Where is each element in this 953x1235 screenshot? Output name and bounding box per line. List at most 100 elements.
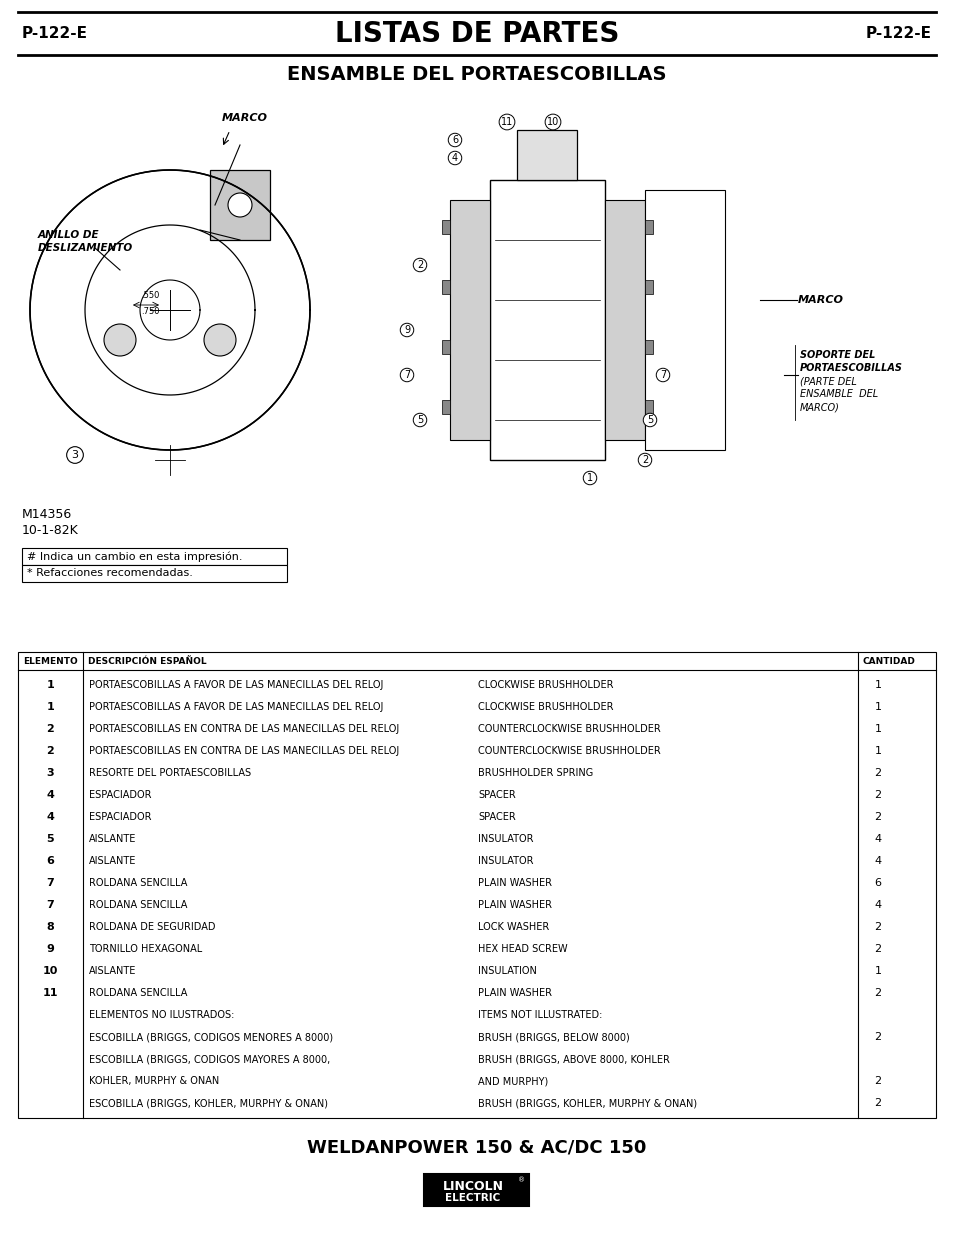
Text: 1: 1 [874, 746, 881, 756]
Text: P-122-E: P-122-E [22, 26, 88, 42]
Text: 2: 2 [47, 724, 54, 734]
Text: MARCO: MARCO [797, 295, 843, 305]
Text: ENSAMBLE DEL PORTAESCOBILLAS: ENSAMBLE DEL PORTAESCOBILLAS [287, 65, 666, 84]
Text: AND MURPHY): AND MURPHY) [477, 1076, 548, 1086]
Text: DESLIZAMIENTO: DESLIZAMIENTO [38, 243, 133, 253]
Text: DESCRIPCIÓN ESPAÑOL: DESCRIPCIÓN ESPAÑOL [88, 657, 207, 666]
Text: ELEMENTOS NO ILUSTRADOS:: ELEMENTOS NO ILUSTRADOS: [89, 1010, 234, 1020]
Circle shape [228, 193, 252, 217]
Text: 7: 7 [403, 370, 410, 380]
Text: 4: 4 [874, 856, 881, 866]
Text: 1: 1 [47, 701, 54, 713]
Text: RESORTE DEL PORTAESCOBILLAS: RESORTE DEL PORTAESCOBILLAS [89, 768, 251, 778]
Text: 8: 8 [47, 923, 54, 932]
Text: BRUSH (BRIGGS, BELOW 8000): BRUSH (BRIGGS, BELOW 8000) [477, 1032, 629, 1042]
Text: 4: 4 [47, 811, 54, 823]
Bar [644, 340, 652, 354]
Text: 7: 7 [47, 878, 54, 888]
Text: ®: ® [517, 1177, 524, 1183]
Text: 2: 2 [874, 923, 881, 932]
Text: 1: 1 [874, 966, 881, 976]
Text: 4: 4 [874, 900, 881, 910]
Bar [644, 280, 652, 294]
Text: LISTAS DE PARTES: LISTAS DE PARTES [335, 20, 618, 48]
Text: PORTAESCOBILLAS: PORTAESCOBILLAS [800, 363, 902, 373]
Text: 2: 2 [874, 790, 881, 800]
Text: 2: 2 [874, 988, 881, 998]
Text: TORNILLO HEXAGONAL: TORNILLO HEXAGONAL [89, 944, 202, 953]
Text: ROLDANA DE SEGURIDAD: ROLDANA DE SEGURIDAD [89, 923, 215, 932]
Text: SPACER: SPACER [477, 811, 516, 823]
Text: PORTAESCOBILLAS A FAVOR DE LAS MANECILLAS DEL RELOJ: PORTAESCOBILLAS A FAVOR DE LAS MANECILLA… [89, 701, 383, 713]
Text: 5: 5 [47, 834, 54, 844]
Text: 2: 2 [874, 1076, 881, 1086]
Text: ESCOBILLA (BRIGGS, CODIGOS MAYORES A 8000,: ESCOBILLA (BRIGGS, CODIGOS MAYORES A 800… [89, 1053, 330, 1065]
Text: ITEMS NOT ILLUSTRATED:: ITEMS NOT ILLUSTRATED: [477, 1010, 601, 1020]
Text: BRUSH (BRIGGS, ABOVE 8000, KOHLER: BRUSH (BRIGGS, ABOVE 8000, KOHLER [477, 1053, 669, 1065]
Bar [517, 130, 577, 180]
Bar [424, 1174, 529, 1207]
Text: 1: 1 [874, 724, 881, 734]
Text: MARCO): MARCO) [800, 403, 839, 412]
Text: .550: .550 [141, 291, 160, 300]
Text: ELECTRIC: ELECTRIC [445, 1193, 500, 1203]
Bar [644, 400, 652, 414]
Text: SOPORTE DEL: SOPORTE DEL [800, 350, 875, 359]
Text: 2: 2 [874, 944, 881, 953]
Text: 6: 6 [452, 135, 457, 144]
Text: 6: 6 [874, 878, 881, 888]
Bar [18, 652, 935, 1118]
Bar [22, 564, 287, 582]
Text: # Indica un cambio en esta impresión.: # Indica un cambio en esta impresión. [27, 551, 242, 562]
Text: PLAIN WASHER: PLAIN WASHER [477, 878, 552, 888]
Text: ANILLO DE: ANILLO DE [38, 230, 99, 240]
Text: 10-1-82K: 10-1-82K [22, 524, 79, 536]
Text: 2: 2 [874, 1098, 881, 1108]
Text: ESPACIADOR: ESPACIADOR [89, 811, 152, 823]
Text: 3: 3 [47, 768, 54, 778]
Text: INSULATION: INSULATION [477, 966, 537, 976]
Text: 5: 5 [416, 415, 423, 425]
Text: BRUSHHOLDER SPRING: BRUSHHOLDER SPRING [477, 768, 593, 778]
Text: 1: 1 [874, 701, 881, 713]
Text: 1: 1 [874, 680, 881, 690]
Text: 6: 6 [47, 856, 54, 866]
Text: ESPACIADOR: ESPACIADOR [89, 790, 152, 800]
Bar [644, 190, 724, 450]
Text: ROLDANA SENCILLA: ROLDANA SENCILLA [89, 878, 187, 888]
Text: 2: 2 [874, 768, 881, 778]
Text: HEX HEAD SCREW: HEX HEAD SCREW [477, 944, 567, 953]
Bar [441, 220, 450, 233]
Text: 10: 10 [546, 117, 558, 127]
Text: * Refacciones recomendadas.: * Refacciones recomendadas. [27, 568, 193, 578]
Text: MARCO: MARCO [222, 112, 268, 124]
Text: ROLDANA SENCILLA: ROLDANA SENCILLA [89, 988, 187, 998]
Bar [441, 340, 450, 354]
Text: 11: 11 [500, 117, 513, 127]
Text: COUNTERCLOCKWISE BRUSHHOLDER: COUNTERCLOCKWISE BRUSHHOLDER [477, 746, 660, 756]
Text: 2: 2 [416, 261, 423, 270]
Text: WELDANPOWER 150 & AC/DC 150: WELDANPOWER 150 & AC/DC 150 [307, 1139, 646, 1157]
Text: ELEMENTO: ELEMENTO [23, 657, 78, 666]
Text: CANTIDAD: CANTIDAD [862, 657, 915, 666]
Text: 1: 1 [47, 680, 54, 690]
Text: 4: 4 [47, 790, 54, 800]
Text: ROLDANA SENCILLA: ROLDANA SENCILLA [89, 900, 187, 910]
Text: P-122-E: P-122-E [865, 26, 931, 42]
Text: PORTAESCOBILLAS EN CONTRA DE LAS MANECILLAS DEL RELOJ: PORTAESCOBILLAS EN CONTRA DE LAS MANECIL… [89, 724, 399, 734]
Text: PLAIN WASHER: PLAIN WASHER [477, 900, 552, 910]
Text: 10: 10 [43, 966, 58, 976]
Text: 5: 5 [646, 415, 653, 425]
Text: AISLANTE: AISLANTE [89, 856, 136, 866]
Text: 11: 11 [43, 988, 58, 998]
Bar [450, 200, 490, 440]
Text: KOHLER, MURPHY & ONAN: KOHLER, MURPHY & ONAN [89, 1076, 219, 1086]
Bar [441, 400, 450, 414]
Bar [490, 180, 604, 459]
Bar [441, 280, 450, 294]
Text: 7: 7 [659, 370, 665, 380]
Text: PORTAESCOBILLAS EN CONTRA DE LAS MANECILLAS DEL RELOJ: PORTAESCOBILLAS EN CONTRA DE LAS MANECIL… [89, 746, 399, 756]
Text: SPACER: SPACER [477, 790, 516, 800]
Circle shape [104, 324, 136, 356]
Text: INSULATOR: INSULATOR [477, 856, 533, 866]
